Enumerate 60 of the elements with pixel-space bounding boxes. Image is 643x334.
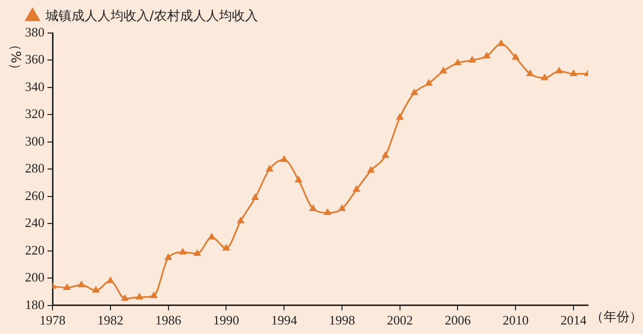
y-tick-label: 260	[25, 188, 44, 203]
y-tick-label: 180	[25, 296, 44, 312]
point	[294, 176, 302, 182]
y-tick-label: 200	[25, 270, 44, 285]
y-tick-label: 300	[25, 133, 44, 148]
point	[338, 204, 346, 211]
legend-label: 城镇成人人均收入/农村成人人均收入	[44, 8, 258, 24]
point	[135, 292, 144, 300]
x-tick-label: 1994	[271, 312, 298, 328]
x-tick-label: 1986	[155, 312, 182, 328]
point	[78, 280, 86, 288]
point	[178, 248, 187, 255]
point	[324, 208, 332, 216]
x-tick-label: 2010	[502, 312, 529, 328]
y-tick-label: 220	[25, 242, 44, 258]
point	[555, 66, 563, 74]
point	[92, 286, 100, 293]
x-tick-label: 2014	[560, 312, 588, 328]
y-tick-label: 280	[25, 160, 44, 176]
point	[410, 88, 418, 96]
y-axis-title: （%）	[8, 38, 23, 76]
point	[497, 39, 506, 46]
point	[454, 58, 462, 66]
y-tick-label: 240	[25, 215, 44, 230]
point	[439, 66, 448, 74]
x-tick-label: 1998	[328, 312, 355, 328]
point	[540, 73, 548, 80]
point	[150, 291, 158, 298]
y-tick-label: 360	[25, 52, 44, 67]
y-tick-label: 380	[25, 24, 44, 40]
point	[63, 283, 71, 290]
point	[120, 294, 129, 301]
point	[367, 166, 375, 173]
x-tick-label: 1982	[97, 312, 124, 328]
y-tick-label: 340	[25, 78, 44, 94]
point	[106, 276, 114, 284]
point	[396, 112, 404, 120]
x-axis-title: （年份）	[590, 310, 643, 325]
point	[352, 185, 360, 192]
point	[280, 155, 288, 162]
point	[266, 164, 274, 172]
point	[208, 232, 216, 240]
point	[251, 193, 260, 200]
point	[512, 53, 520, 60]
point	[236, 216, 245, 224]
point	[309, 204, 317, 211]
point	[424, 78, 433, 86]
y-tick-label: 320	[25, 106, 44, 122]
x-tick-label: 2006	[444, 312, 472, 328]
x-tick-label: 2002	[386, 312, 413, 328]
point	[164, 253, 172, 260]
point	[570, 69, 578, 76]
point	[193, 249, 202, 256]
point	[468, 56, 476, 62]
point	[482, 52, 491, 58]
point	[381, 151, 390, 158]
x-tick-label: 1978	[40, 312, 66, 328]
x-tick-label: 1990	[213, 312, 240, 328]
point	[526, 69, 534, 76]
point	[222, 244, 230, 250]
